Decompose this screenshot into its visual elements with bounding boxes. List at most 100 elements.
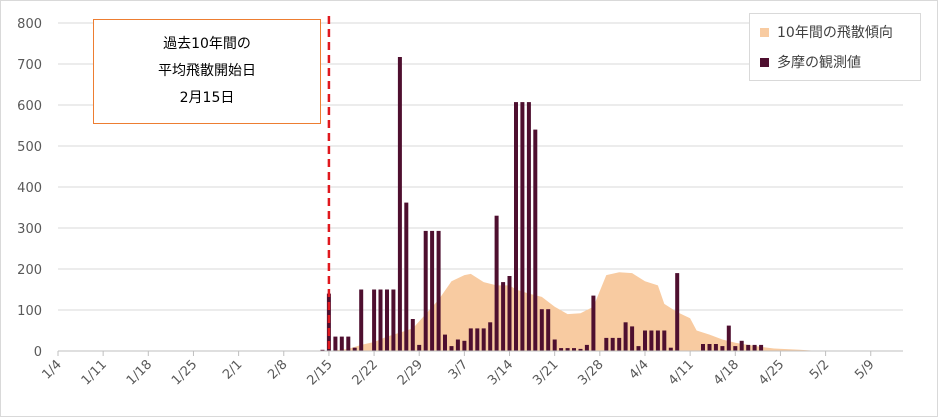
legend-label-observed: 多摩の観測値	[777, 55, 861, 71]
observation-bar	[468, 328, 473, 351]
trend-area-layer	[328, 272, 820, 351]
observation-bar	[643, 330, 647, 351]
x-tick-label: 2/22	[350, 357, 381, 388]
x-tick-label: 5/9	[852, 357, 877, 382]
observation-bar	[636, 346, 641, 351]
observation-bar	[520, 102, 525, 351]
observation-bar	[514, 102, 518, 351]
observation-bar	[707, 344, 712, 351]
observation-bar	[404, 202, 409, 351]
observation-bar	[320, 349, 325, 351]
observation-bar	[533, 129, 538, 351]
observation-bar	[668, 347, 673, 351]
observation-bar	[746, 344, 751, 351]
x-tick-label: 3/7	[446, 357, 471, 382]
observation-bar	[572, 348, 576, 351]
observation-bar	[385, 289, 389, 351]
legend-label-trend: 10年間の飛散傾向	[777, 25, 893, 41]
observation-bar	[462, 340, 467, 352]
y-tick-label: 600	[17, 99, 42, 114]
observation-bar	[339, 336, 344, 351]
observation-bar	[436, 230, 441, 351]
observation-bar	[494, 215, 499, 351]
observation-bar	[752, 344, 757, 351]
observation-bar	[578, 348, 583, 351]
x-tick-label: 2/1	[220, 357, 245, 382]
observation-bar	[739, 340, 744, 352]
legend-entry-observed: 多摩の観測値	[760, 52, 861, 72]
y-tick-label: 0	[34, 345, 42, 360]
observation-bar	[391, 289, 396, 351]
y-tick-label: 400	[17, 181, 42, 196]
observation-bar	[713, 344, 718, 351]
x-tick-label: 4/18	[711, 357, 742, 388]
observation-bar	[481, 328, 486, 351]
observation-bar	[675, 273, 680, 351]
x-tick-label: 4/11	[666, 357, 697, 388]
y-tick-label: 800	[17, 17, 42, 32]
observation-bar	[488, 322, 493, 351]
x-tick-label: 4/25	[756, 357, 787, 388]
x-tick-label: 2/29	[395, 357, 426, 388]
observation-bar	[559, 348, 564, 351]
observation-bar	[649, 330, 654, 351]
x-tick-label: 1/11	[79, 357, 110, 388]
observation-bar	[655, 330, 660, 351]
observation-bar	[662, 330, 667, 351]
observation-bar	[417, 344, 422, 351]
observation-bar	[539, 309, 544, 351]
observation-bar	[726, 325, 731, 351]
observation-bar	[410, 319, 415, 351]
x-tick-label: 2/8	[265, 357, 290, 382]
observation-bar	[701, 344, 705, 351]
observation-bar	[475, 328, 480, 351]
observation-bar	[733, 346, 738, 351]
y-tick-label: 700	[17, 58, 42, 73]
y-tick-label: 300	[17, 222, 42, 237]
observation-bar	[372, 289, 377, 351]
legend-entry-trend: 10年間の飛散傾向	[760, 22, 893, 42]
observation-bar	[546, 309, 551, 351]
observation-bar	[552, 339, 557, 351]
y-tick-label: 100	[17, 304, 42, 319]
x-tick-label: 5/2	[807, 357, 832, 382]
x-tick-label: 3/28	[575, 357, 606, 388]
observation-bar	[359, 289, 364, 351]
legend: 10年間の飛散傾向 多摩の観測値	[749, 13, 921, 81]
observation-bar	[623, 322, 628, 351]
observation-bar	[443, 334, 447, 351]
observation-bar	[610, 337, 615, 351]
observation-bar	[378, 289, 383, 351]
observation-bar	[565, 348, 570, 351]
x-tick-label: 3/21	[530, 357, 561, 388]
legend-swatch-trend	[760, 27, 769, 37]
observation-bar	[759, 344, 764, 351]
observation-bar	[346, 336, 351, 351]
observation-bar	[333, 336, 338, 351]
observation-bar	[423, 230, 428, 351]
annotation-line-3: 2月15日	[179, 90, 235, 106]
annotation-line-1: 過去10年間の	[163, 36, 251, 52]
observation-bar	[501, 282, 506, 351]
y-tick-label: 200	[17, 263, 42, 278]
observation-bar	[507, 276, 512, 351]
observation-bar	[591, 295, 596, 351]
observation-bar	[604, 337, 609, 351]
observation-bar	[720, 346, 725, 351]
observation-bar	[430, 230, 435, 351]
trend-area	[328, 272, 820, 351]
y-tick-label: 500	[17, 140, 42, 155]
observation-bar	[617, 337, 622, 351]
annotation-box: 過去10年間の 平均飛散開始日 2月15日	[93, 19, 321, 124]
x-tick-label: 1/25	[169, 357, 200, 388]
observation-bar	[584, 344, 589, 351]
x-tick-label: 2/15	[304, 357, 335, 388]
x-tick-label: 1/18	[124, 357, 155, 388]
observation-bar	[630, 326, 635, 351]
observation-bar	[352, 347, 357, 351]
observation-bar	[526, 102, 531, 351]
observation-bar	[449, 346, 454, 351]
legend-swatch-observed	[760, 57, 769, 67]
observation-bar	[397, 57, 402, 351]
x-tick-label: 1/4	[39, 357, 64, 382]
